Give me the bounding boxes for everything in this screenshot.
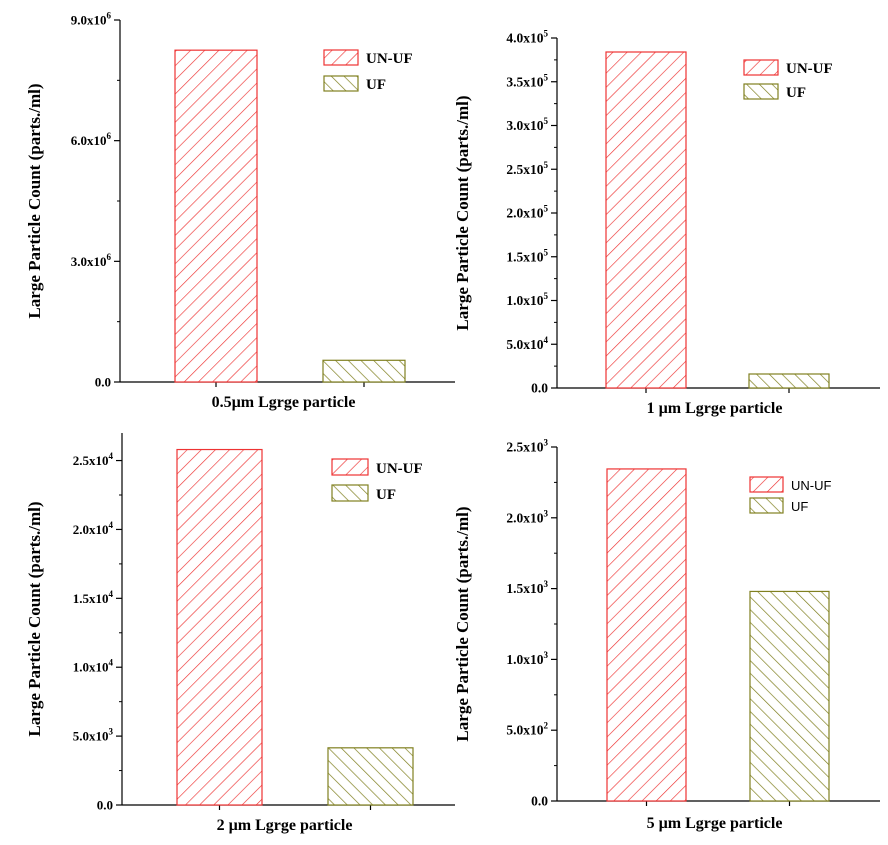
y-tick-label: 4.0x105	[506, 29, 548, 46]
y-tick-label: 2.0x105	[506, 204, 548, 221]
legend-label: UN-UF	[366, 51, 413, 67]
chart-panel-3: 0.0 5.0x103 1.0x104 1.5x104 2.0x104 2.5x104 La…	[25, 433, 455, 834]
legend-swatch-un-uf	[749, 476, 784, 493]
legend-swatch-uf	[331, 484, 369, 502]
y-axis-title: Large Particle Count (parts./ml)	[453, 506, 472, 741]
chart-panel-4: 0.0 5.0x102 1.0x103 1.5x103 2.0x103 2.5x103 La…	[453, 438, 880, 832]
bar-uf	[749, 590, 830, 802]
y-tick-label: 9.0x106	[71, 11, 112, 28]
legend-label: UF	[786, 85, 806, 101]
bar-uf	[327, 747, 414, 806]
y-tick-label: 0.0	[95, 375, 111, 390]
bar-un-uf	[605, 51, 687, 389]
y-tick-label: 0.0	[531, 794, 548, 809]
legend-swatch-uf	[743, 83, 779, 100]
legend-label: UN-UF	[791, 478, 831, 493]
y-tick-label: 1.0x103	[506, 650, 548, 667]
legend-label: UN-UF	[786, 61, 833, 77]
y-tick-label: 2.0x103	[506, 508, 548, 525]
y-axis-title: Large Particle Count (parts./ml)	[453, 95, 472, 330]
y-tick-label: 2.5x103	[506, 438, 548, 455]
chart-panel-1: 0.0 3.0x106 6.0x106 9.0x106 Large Particle C…	[25, 11, 455, 411]
chart-panel-2: 0.0 5.0x104 1.0x105 1.5x105 2.0x105 2.5x105 3.…	[453, 29, 880, 417]
y-tick-label: 2.5x105	[506, 160, 548, 177]
y-tick-label: 1.5x105	[506, 247, 548, 264]
bar-uf	[322, 359, 406, 383]
y-tick-label: 1.5x103	[506, 579, 548, 596]
legend-swatch-uf	[323, 75, 359, 92]
y-tick-label: 1.0x105	[506, 291, 548, 308]
legend-label: UF	[366, 77, 386, 93]
legend-label: UF	[376, 487, 396, 503]
bar-un-uf	[606, 468, 687, 802]
legend: UN-UF UF	[331, 458, 423, 503]
y-tick-label: 3.0x105	[506, 116, 548, 133]
x-axis-title: 2 µm Lgrge particle	[217, 817, 353, 834]
y-tick-label: 1.0x104	[73, 658, 114, 675]
x-axis-title: 5 µm Lgrge particle	[647, 815, 783, 832]
legend-swatch-un-uf	[743, 59, 779, 76]
y-axis-title: Large Particle Count (parts./ml)	[25, 501, 44, 736]
bar-uf	[748, 373, 830, 389]
legend: UN-UF UF	[743, 59, 833, 101]
bar-un-uf	[176, 448, 263, 806]
x-axis-title: 0.5µm Lgrge particle	[212, 394, 356, 411]
y-axis-title: Large Particle Count (parts./ml)	[25, 83, 44, 318]
y-tick-label: 2.5x104	[73, 451, 114, 468]
y-tick-label: 1.5x104	[73, 589, 114, 606]
y-tick-label: 3.5x105	[506, 72, 548, 89]
legend: UN-UF UF	[749, 476, 831, 514]
y-tick-label: 5.0x102	[506, 721, 548, 738]
y-tick-label: 5.0x103	[73, 727, 114, 744]
y-tick-label: 6.0x106	[71, 131, 112, 148]
legend-swatch-uf	[749, 497, 784, 514]
legend-swatch-un-uf	[323, 49, 359, 66]
x-axis-title: 1 µm Lgrge particle	[647, 400, 783, 417]
bar-un-uf	[174, 49, 258, 383]
y-tick-label: 5.0x104	[506, 335, 548, 352]
legend-label: UF	[791, 499, 808, 514]
y-tick-label: 2.0x104	[73, 520, 114, 537]
y-tick-label: 0.0	[97, 798, 113, 813]
legend-label: UN-UF	[376, 461, 423, 477]
legend-swatch-un-uf	[331, 458, 369, 476]
legend: UN-UF UF	[323, 49, 413, 93]
y-tick-label: 3.0x106	[71, 252, 112, 269]
y-tick-label: 0.0	[531, 381, 548, 396]
